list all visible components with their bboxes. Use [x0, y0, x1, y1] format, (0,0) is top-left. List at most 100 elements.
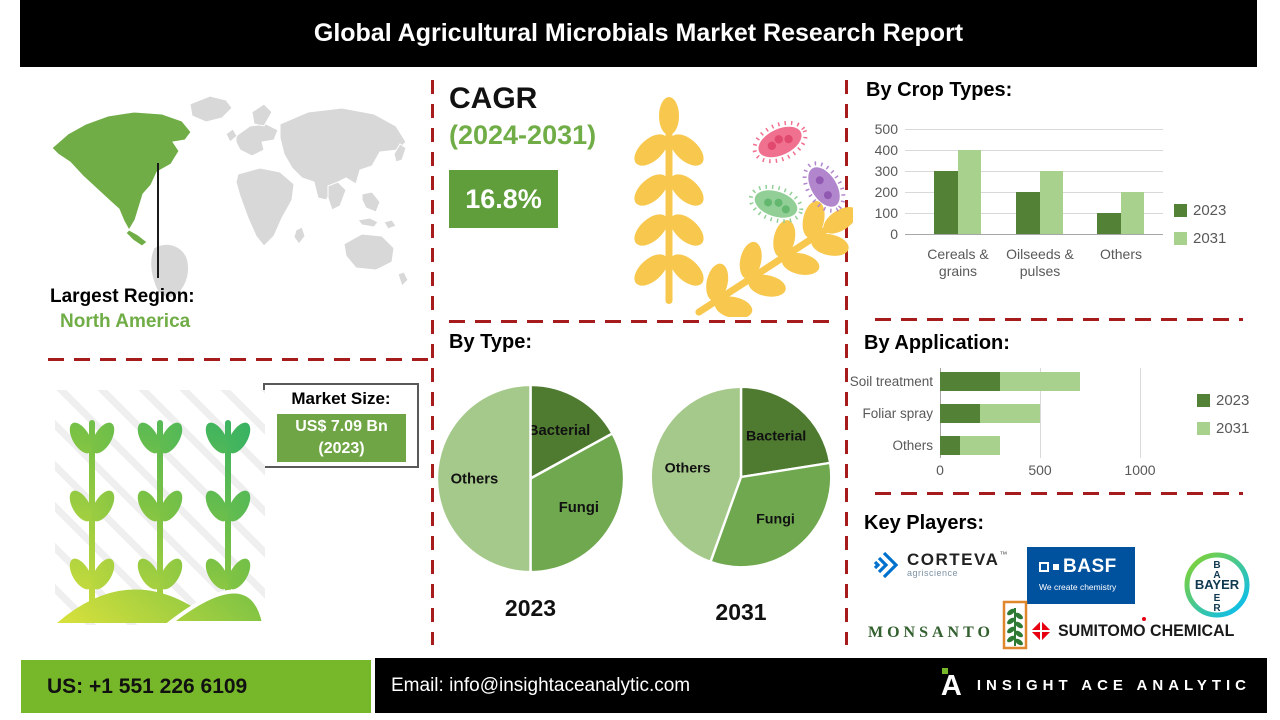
market-size-value-box: US$ 7.09 Bn (2023) [277, 414, 406, 462]
basf-tagline: We create chemistry [1039, 582, 1117, 592]
divider-right-bottom [875, 492, 1243, 495]
bar-2023 [934, 171, 958, 234]
brand-green-dot [941, 667, 948, 674]
svg-text:B: B [1213, 560, 1220, 571]
corteva-chevron-icon [873, 551, 899, 579]
legend-swatch [1197, 394, 1210, 407]
legend-swatch [1174, 204, 1187, 217]
bar-segment-2031 [960, 436, 1000, 455]
sumitomo-igeta-icon [1030, 620, 1052, 642]
pie-slice-bacterial [739, 385, 832, 479]
pie-slice-fungi [709, 461, 833, 569]
pie-2023-caption: 2023 [504, 595, 557, 621]
title-bar: Global Agricultural Microbials Market Re… [20, 0, 1257, 67]
svg-text:E: E [1214, 593, 1221, 604]
world-map [51, 95, 409, 298]
category-label: Soil treatment [849, 374, 933, 389]
footer-bar: Email: info@insightaceanalytic.com A INS… [375, 658, 1267, 713]
legend-item: 2031 [1174, 230, 1226, 247]
basf-square-outline-icon [1039, 562, 1049, 572]
category-label: Others [892, 438, 933, 453]
y-tick-label: 100 [874, 205, 898, 221]
sumitomo-red-dot [1142, 617, 1146, 621]
pie-slice-label: Bacterial [528, 423, 590, 439]
pie-slice-label: Others [665, 460, 711, 476]
sumitomo-wordmark: SUMITOMO CHEMICAL [1058, 621, 1235, 640]
by-crop-types-heading: By Crop Types: [866, 79, 1013, 101]
map-asia [279, 107, 407, 201]
x-tick-label: 1000 [1124, 462, 1156, 478]
gridline [1140, 368, 1141, 458]
gridline [905, 129, 1163, 130]
by-application-heading: By Application: [864, 332, 1010, 354]
map-north-america-highlight [51, 111, 192, 231]
divider-vertical-left [431, 80, 434, 645]
y-tick-label: 0 [890, 226, 898, 242]
corteva-subtext: agriscience [907, 568, 959, 578]
cagr-value-box: 16.8% [449, 170, 558, 228]
market-size-year: (2023) [318, 440, 365, 457]
key-players-heading: Key Players: [864, 512, 985, 534]
divider-left-section [48, 358, 430, 361]
pie-slice-label: Fungi [756, 511, 795, 527]
crop-types-bar-chart: 500 400 300 200 100 0 Cereals & grains Oilseeds… [858, 118, 1238, 303]
x-category-label: Oilseeds & pulses [1006, 246, 1074, 279]
footer-phone-box: US: +1 551 226 6109 [21, 660, 371, 713]
footer-email: Email: info@insightaceanalytic.com [391, 675, 691, 696]
bar-segment-2023 [940, 436, 960, 455]
largest-region-label: Largest Region: [50, 286, 195, 307]
svg-text:A: A [1213, 570, 1220, 581]
legend-swatch [1174, 232, 1187, 245]
corteva-tm: ™ [999, 550, 1008, 559]
divider-vertical-right [845, 80, 848, 645]
map-south-america [150, 243, 190, 298]
x-tick-label: 500 [1028, 462, 1052, 478]
insight-ace-a-mark: A [940, 667, 962, 702]
x-tick-label: 0 [936, 462, 944, 478]
legend-item: 2031 [1197, 420, 1249, 437]
bar-2031 [1121, 192, 1144, 234]
gridline [905, 171, 1163, 172]
bar-2023 [1016, 192, 1040, 234]
logo-monsanto: MONSANTO [868, 600, 1028, 650]
hill-right [164, 589, 267, 625]
pie-2031-caption: 2031 [715, 599, 767, 625]
logo-basf: BASF We create chemistry [1027, 547, 1135, 604]
crop-field-icon [55, 390, 267, 625]
bar-segment-2023 [940, 404, 980, 423]
bar-2031 [958, 150, 981, 234]
legend-item: 2023 [1197, 392, 1249, 409]
logo-sumitomo-chemical: SUMITOMO CHEMICAL [1030, 617, 1246, 642]
report-title: Global Agricultural Microbials Market Re… [313, 19, 964, 47]
largest-region-value: North America [60, 311, 191, 332]
cagr-period: (2024-2031) [449, 120, 597, 150]
x-category-label: Cereals & grains [927, 246, 989, 279]
market-size-label: Market Size: [291, 389, 391, 408]
bar-segment-2023 [940, 372, 1000, 391]
pie-slice-others [435, 383, 532, 574]
pie-slice-label: Others [451, 471, 499, 487]
market-size-value: US$ 7.09 Bn [295, 418, 388, 435]
divider-right-top [875, 318, 1243, 321]
microbes-cluster-icon [748, 120, 846, 224]
pie-slice-fungi [529, 432, 626, 574]
legend-swatch [1197, 422, 1210, 435]
application-stacked-bar-chart: 0 500 1000 Soil treatment Foliar spray Others… [845, 362, 1277, 490]
svg-text:R: R [1213, 603, 1221, 614]
by-type-heading: By Type: [449, 331, 532, 353]
footer-phone: US: +1 551 226 6109 [47, 675, 248, 698]
logo-bayer: B A BAYER E R [1183, 551, 1251, 624]
pie-slice-label: Fungi [559, 500, 599, 516]
pie-slice-others [649, 385, 743, 564]
gridline [905, 150, 1163, 151]
monsanto-wordmark: MONSANTO [868, 624, 994, 641]
hill-left [57, 589, 215, 623]
map-africa [235, 167, 295, 247]
monsanto-vine-icon [1002, 600, 1028, 650]
logo-corteva: CORTEVA™ agriscience [872, 550, 1007, 580]
divider-center-section [449, 320, 837, 323]
brand-name: INSIGHT ACE ANALYTIC [976, 677, 1251, 694]
legend-label: 2023 [1193, 202, 1227, 219]
map-greenland [189, 95, 233, 123]
legend-label: 2023 [1216, 392, 1250, 409]
